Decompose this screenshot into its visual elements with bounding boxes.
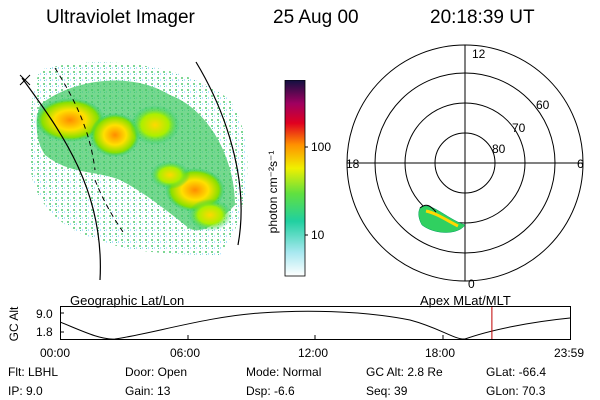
polar-label-0: 0 — [468, 277, 475, 291]
status-dsp: Dsp: -6.6 — [246, 384, 295, 398]
alt-tick-0: 00:00 — [40, 346, 71, 360]
status-gc-alt: GC Alt: 2.8 Re — [366, 365, 443, 379]
alt-tick-2: 12:00 — [298, 346, 329, 360]
date-readout: 25 Aug 00 — [273, 7, 359, 28]
polar-label-18: 18 — [346, 157, 360, 171]
alt-y-bottom: 1.8 — [36, 325, 53, 339]
status-ip: IP: 9.0 — [8, 384, 43, 398]
alt-tick-3: 18:00 — [425, 346, 456, 360]
status-mode: Mode: Normal — [246, 365, 322, 379]
polar-lat-80: 80 — [492, 142, 506, 156]
geographic-label: Geographic Lat/Lon — [70, 293, 185, 308]
alt-tick-4: 23:59 — [554, 346, 585, 360]
polar-label-12: 12 — [472, 47, 486, 61]
status-glon: GLon: 70.3 — [486, 384, 546, 398]
colorbar-tick-100: 100 — [311, 140, 332, 154]
colorbar — [284, 80, 308, 277]
geographic-image — [19, 61, 248, 281]
status-filter: Flt: LBHL — [8, 365, 59, 379]
status-gain: Gain: 13 — [125, 384, 171, 398]
status-door: Door: Open — [125, 365, 188, 379]
status-glat: GLat: -66.4 — [486, 365, 547, 379]
time-readout: 20:18:39 UT — [430, 7, 535, 28]
altitude-plot — [60, 306, 571, 340]
colorbar-unit-label: photon cm⁻²s⁻¹ — [266, 150, 280, 234]
colorbar-tick-10: 10 — [311, 228, 325, 242]
polar-label-6: 6 — [577, 157, 584, 171]
alt-y-top: 9.0 — [36, 307, 53, 321]
polar-lat-70: 70 — [512, 121, 526, 135]
status-seq: Seq: 39 — [366, 384, 408, 398]
polar-lat-60: 60 — [536, 98, 550, 112]
apex-label: Apex MLat/MLT — [420, 293, 511, 308]
alt-axis-label: GC Alt — [7, 306, 21, 342]
alt-tick-1: 06:00 — [170, 346, 201, 360]
app-title: Ultraviolet Imager — [46, 7, 195, 28]
polar-plot — [346, 44, 584, 282]
